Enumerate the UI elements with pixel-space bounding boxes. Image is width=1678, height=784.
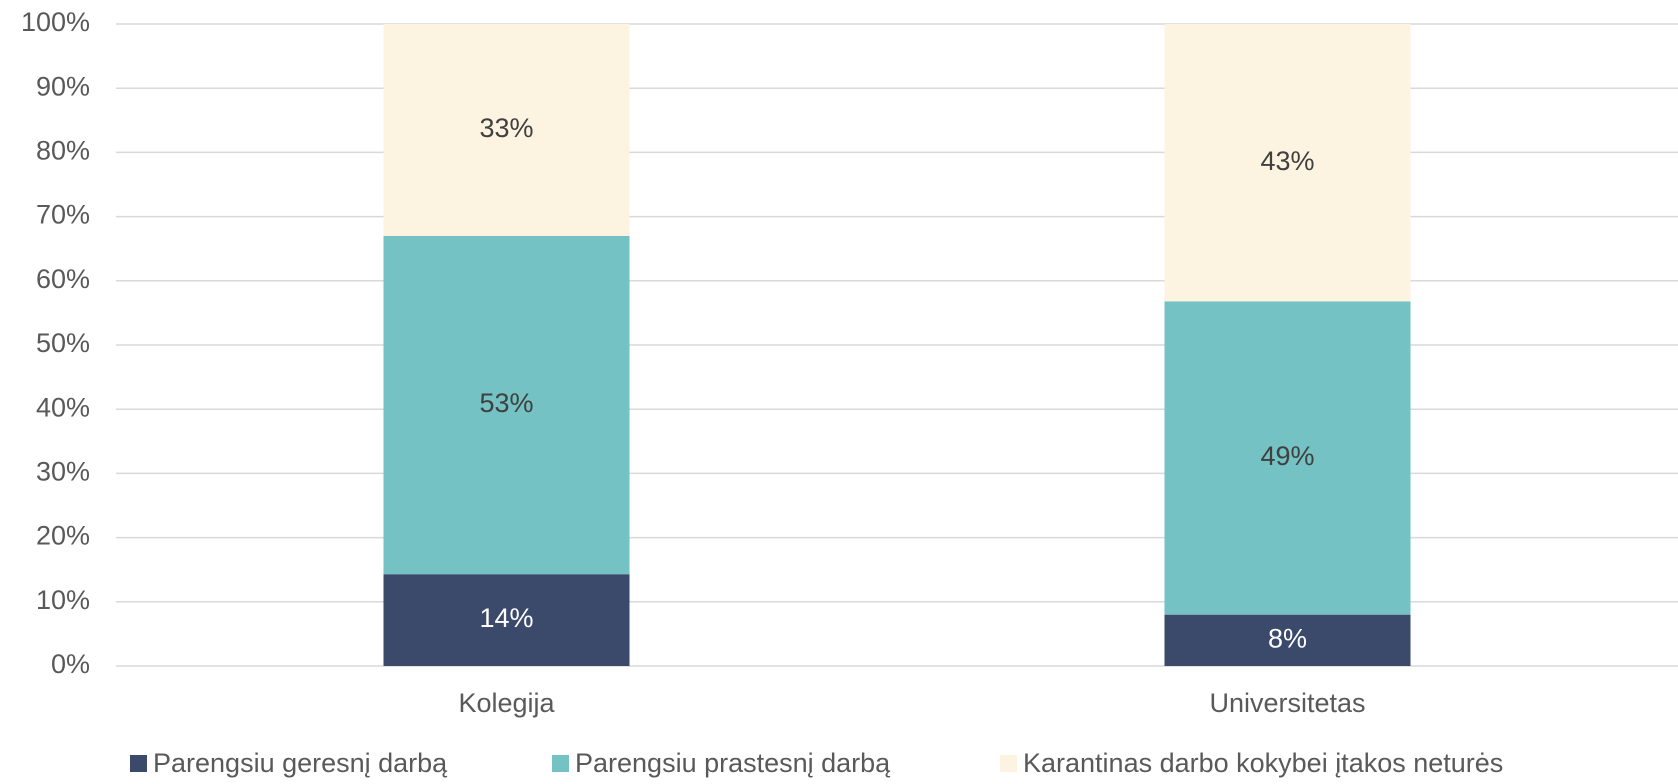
y-tick-label: 30%	[36, 457, 90, 487]
legend-swatch	[552, 755, 569, 772]
data-label: 43%	[1260, 146, 1314, 176]
y-tick-label: 100%	[21, 7, 90, 37]
bar-segment	[1164, 301, 1411, 615]
x-tick-label: Universitetas	[1209, 688, 1365, 718]
data-label: 53%	[479, 388, 533, 418]
legend-swatch	[130, 755, 147, 772]
legend-label: Parengsiu prastesnį darbą	[575, 748, 891, 778]
data-label: 33%	[479, 113, 533, 143]
y-tick-label: 20%	[36, 521, 90, 551]
data-label: 14%	[479, 603, 533, 633]
legend-label: Karantinas darbo kokybei įtakos neturės	[1023, 748, 1503, 778]
y-tick-label: 0%	[51, 649, 90, 679]
data-label: 49%	[1260, 441, 1314, 471]
bar-segment	[383, 24, 630, 236]
y-tick-label: 70%	[36, 200, 90, 230]
y-tick-label: 60%	[36, 264, 90, 294]
legend-label: Parengsiu geresnį darbą	[153, 748, 448, 778]
legend-swatch	[1000, 755, 1017, 772]
bar-segment	[1164, 24, 1411, 302]
y-tick-label: 40%	[36, 392, 90, 422]
y-tick-label: 90%	[36, 71, 90, 101]
bar-segment	[383, 235, 630, 575]
y-tick-label: 10%	[36, 585, 90, 615]
bar-segment	[1164, 614, 1411, 666]
x-tick-label: Kolegija	[458, 688, 555, 718]
bar-segment	[383, 574, 630, 666]
y-tick-label: 80%	[36, 136, 90, 166]
y-tick-label: 50%	[36, 328, 90, 358]
data-label: 8%	[1268, 623, 1307, 653]
